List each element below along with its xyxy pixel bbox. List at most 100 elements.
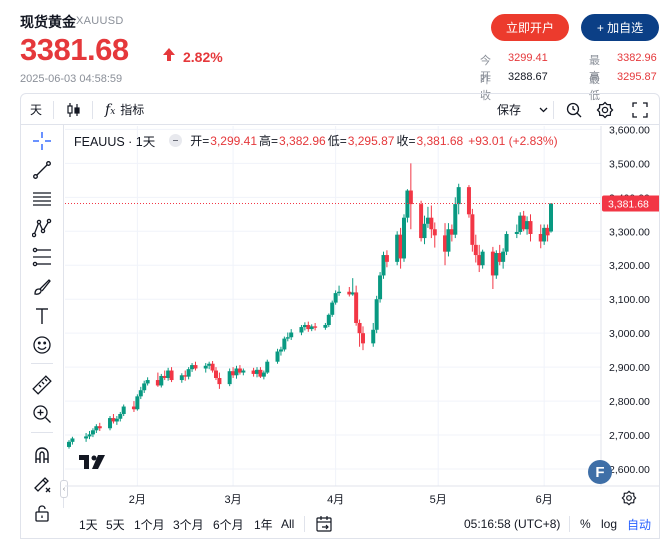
candle-body: [190, 365, 195, 370]
range-1d[interactable]: 1天: [79, 517, 98, 532]
candle-body: [67, 441, 71, 447]
collapse-toolbar-handle[interactable]: ‹: [60, 480, 68, 498]
chart-bottom-toolbar: 1天 5天 1个月 3个月 6个月 1年 All 05:16:58 (UTC+8…: [64, 508, 659, 538]
x-tick-label: 6月: [536, 494, 553, 506]
legend-close-value: 3,381.68: [416, 133, 464, 148]
range-5d[interactable]: 5天: [106, 517, 125, 532]
open-account-button[interactable]: 立即开户: [491, 14, 569, 41]
candle-body: [350, 292, 355, 295]
candle-body: [159, 375, 164, 386]
candle-body: [282, 338, 287, 350]
emoji-icon[interactable]: [30, 333, 54, 357]
stat-high-label: 最高: [589, 55, 600, 83]
candle-body: [402, 217, 407, 259]
toolbar-divider: [569, 516, 570, 532]
candle-style-icon[interactable]: [66, 94, 82, 125]
date-range-icon[interactable]: [315, 508, 333, 538]
feed-badge-icon[interactable]: F: [588, 460, 612, 484]
legend-change-value: +93.01 (+2.83%): [468, 133, 558, 148]
percent-scale-toggle[interactable]: %: [580, 517, 591, 531]
chart-grid: [65, 126, 601, 486]
candle-body: [114, 418, 119, 422]
fullscreen-icon[interactable]: [632, 94, 648, 125]
legend-collapse-icon[interactable]: [169, 134, 183, 147]
zoom-in-icon[interactable]: [30, 402, 54, 426]
candle-body: [193, 365, 198, 369]
pattern-icon[interactable]: [30, 216, 54, 240]
candle-body: [395, 234, 400, 262]
candle-body: [480, 251, 485, 266]
candle-body: [456, 187, 461, 205]
toolbar-divider: [31, 363, 53, 364]
candle-body: [237, 368, 242, 373]
save-button[interactable]: 保存: [497, 94, 548, 125]
candle-body: [97, 426, 102, 429]
y-tick-label: 3,600.00: [609, 124, 650, 136]
add-watchlist-button[interactable]: + 加自选: [581, 14, 659, 41]
candle-body: [333, 293, 338, 303]
candle-body: [360, 333, 365, 344]
clock-timezone[interactable]: 05:16:58 (UTC+8): [464, 517, 561, 531]
legend-high-label: 高=: [259, 134, 279, 148]
range-3m[interactable]: 3个月: [173, 517, 204, 532]
toolbar-divider: [553, 101, 554, 119]
axis-settings-icon[interactable]: [621, 490, 639, 508]
stat-low-value: 3295.87: [617, 71, 657, 83]
y-tick-label: 2,800.00: [609, 396, 650, 408]
candle-body: [408, 190, 413, 205]
candle-body: [357, 322, 362, 334]
candle-body: [518, 215, 523, 232]
y-tick-label: 2,600.00: [609, 464, 650, 476]
y-tick-label: 2,900.00: [609, 362, 650, 374]
candle-body: [514, 231, 519, 234]
candle-body: [241, 370, 246, 373]
candle-body: [473, 244, 478, 256]
stat-open-label: 今开: [480, 55, 491, 83]
magnet-icon[interactable]: [30, 443, 54, 467]
fibonacci-icon[interactable]: [30, 245, 54, 269]
legend-high-value: 3,382.96: [279, 133, 326, 148]
legend-close-label: 收=: [396, 134, 416, 148]
candle-body: [419, 204, 424, 239]
auto-scale-toggle[interactable]: 自动: [627, 517, 652, 532]
text-tool-icon[interactable]: [30, 304, 54, 328]
drawing-toolbar: [21, 125, 64, 522]
candle-body: [432, 229, 437, 236]
log-scale-toggle[interactable]: log: [601, 517, 618, 531]
candle-body: [466, 187, 471, 215]
candle-body: [186, 369, 191, 377]
settings-gear-icon[interactable]: [596, 94, 614, 125]
candle-body: [217, 378, 222, 385]
instrument-title: 现货黄金: [20, 14, 76, 30]
candle-body: [446, 229, 451, 252]
stat-high-value: 3382.96: [617, 52, 657, 64]
candle-body: [166, 370, 171, 378]
candle-body: [145, 380, 150, 384]
range-1y[interactable]: 1年: [254, 517, 273, 532]
price-chart[interactable]: 3,600.003,500.003,400.003,300.003,200.00…: [21, 94, 660, 508]
interval-selector[interactable]: 天: [30, 103, 43, 117]
function-icon: fx: [105, 101, 116, 118]
candle-body: [138, 390, 143, 397]
ruler-icon[interactable]: [30, 373, 54, 397]
range-all[interactable]: All: [281, 517, 295, 531]
crosshair-icon[interactable]: [30, 129, 54, 153]
ohlc-legend: FEAUUS · 1天 开= 3,299.41 高= 3,382.96 低= 3…: [74, 131, 560, 150]
snapshot-icon[interactable]: [565, 94, 583, 125]
lock-drawings-icon[interactable]: [30, 472, 54, 496]
brush-icon[interactable]: [30, 275, 54, 299]
candle-body: [398, 234, 403, 259]
horizontal-lines-icon[interactable]: [30, 187, 54, 211]
quote-timestamp: 2025-06-03 04:58:59: [20, 73, 123, 85]
tradingview-logo[interactable]: [79, 455, 105, 469]
range-1m[interactable]: 1个月: [134, 517, 165, 532]
lock-icon[interactable]: [30, 501, 54, 525]
toolbar-divider: [53, 101, 54, 119]
candle-body: [131, 406, 136, 410]
range-6m[interactable]: 6个月: [213, 517, 244, 532]
legend-symbol-interval[interactable]: FEAUUS · 1天: [74, 135, 156, 149]
candle-body: [207, 363, 212, 366]
trend-line-icon[interactable]: [30, 158, 54, 182]
candle-body: [179, 375, 184, 381]
indicators-button[interactable]: fx 指标: [105, 94, 144, 125]
